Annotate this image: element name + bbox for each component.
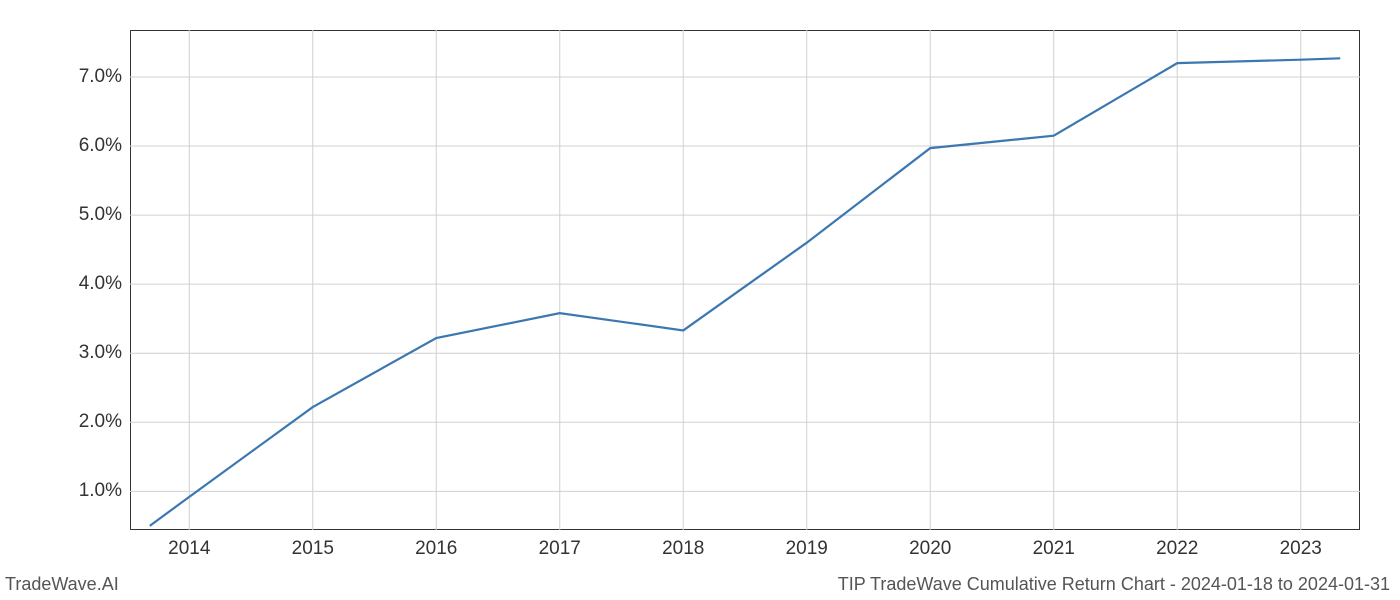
footer-left-text: TradeWave.AI (5, 574, 119, 595)
y-tick-label: 3.0% (52, 342, 122, 364)
y-tick-label: 4.0% (52, 273, 122, 295)
y-tick-label: 1.0% (52, 480, 122, 502)
x-tick-label: 2019 (786, 538, 828, 560)
y-tick-label: 5.0% (52, 204, 122, 226)
x-tick-label: 2021 (1033, 538, 1075, 560)
y-tick-label: 2.0% (52, 411, 122, 433)
x-tick-label: 2018 (662, 538, 704, 560)
x-tick-label: 2023 (1280, 538, 1322, 560)
x-tick-label: 2017 (539, 538, 581, 560)
line-chart-svg (130, 30, 1360, 530)
x-tick-label: 2020 (909, 538, 951, 560)
y-tick-label: 6.0% (52, 135, 122, 157)
chart-plot-area (130, 30, 1360, 530)
x-tick-label: 2015 (292, 538, 334, 560)
footer-right-text: TIP TradeWave Cumulative Return Chart - … (838, 574, 1390, 595)
y-tick-label: 7.0% (52, 66, 122, 88)
x-tick-label: 2022 (1156, 538, 1198, 560)
x-tick-label: 2016 (415, 538, 457, 560)
data-line (150, 58, 1340, 526)
x-tick-label: 2014 (168, 538, 210, 560)
